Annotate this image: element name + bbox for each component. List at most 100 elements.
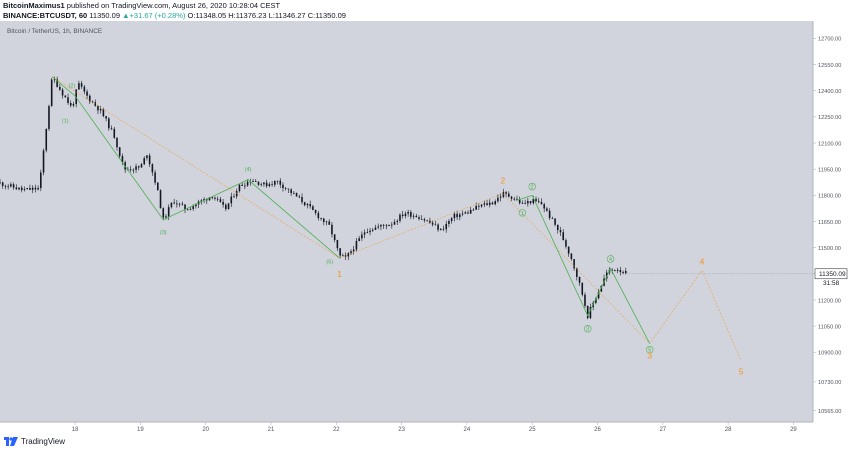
orange-wave-line — [52, 76, 742, 362]
candle-body — [298, 196, 301, 198]
price-tick-label: 10730.00 — [818, 380, 841, 386]
candle-body — [377, 226, 380, 228]
price-tick-label: 12550.00 — [818, 63, 841, 69]
time-tick-label: 25 — [529, 427, 536, 433]
candle-body — [355, 240, 358, 250]
candle-body — [309, 204, 311, 207]
candle-body — [556, 224, 559, 231]
candle-body — [200, 200, 203, 202]
candle-body — [116, 137, 118, 148]
candle-body — [257, 181, 260, 185]
candle-body — [524, 202, 526, 204]
time-tick-label: 28 — [725, 427, 732, 433]
candle-body — [535, 198, 537, 202]
time-axis[interactable]: 18 19 20 21 22 23 24 25 26 27 28 29 — [72, 422, 798, 433]
candle-body — [4, 185, 7, 187]
candle-body — [589, 307, 592, 319]
candle-body — [75, 89, 77, 105]
green-wave-circle — [606, 255, 615, 263]
tradingview-brand: TradingView — [21, 437, 66, 446]
candles-group — [0, 76, 813, 320]
candle-body — [290, 189, 292, 194]
green-wave-circle — [646, 345, 654, 354]
candle-body — [167, 207, 170, 217]
candle-body — [339, 248, 341, 256]
candle-body — [464, 212, 467, 214]
candle-body — [129, 169, 132, 171]
candle-body — [540, 202, 543, 205]
candle-body — [508, 193, 510, 197]
candle-body — [404, 213, 407, 217]
candle-body — [350, 251, 352, 254]
candle-body — [475, 205, 477, 210]
low-label: L: — [268, 11, 275, 20]
candle-body — [331, 224, 333, 235]
candle-body — [521, 202, 524, 204]
author-name[interactable]: BitcoinMaximus1 — [3, 1, 65, 10]
candle-body — [176, 203, 178, 205]
tradingview-logo[interactable]: TradingView — [4, 437, 65, 446]
price-tick-label: 11950.00 — [818, 167, 841, 173]
candle-body — [99, 109, 102, 111]
candle-body — [600, 285, 603, 292]
publish-info: BitcoinMaximus1 published on TradingView… — [3, 1, 280, 11]
candle-body — [48, 106, 50, 130]
candle-body — [10, 184, 12, 187]
candle-body — [287, 188, 290, 190]
candle-body — [581, 282, 584, 295]
green-wave-label: (2) — [68, 84, 75, 90]
candle-body — [399, 214, 401, 221]
candle-body — [88, 95, 91, 102]
candle-body — [279, 180, 282, 185]
time-tick-label: 19 — [137, 427, 144, 433]
candle-body — [382, 224, 385, 226]
candle-body — [69, 102, 72, 106]
candle-body — [86, 91, 88, 96]
time-tick-label: 20 — [202, 427, 209, 433]
candle-body — [31, 187, 34, 190]
candle-body — [336, 240, 339, 249]
candle-body — [108, 118, 110, 129]
green-wave-line — [51, 76, 340, 259]
candle-body — [518, 199, 521, 204]
candle-body — [611, 269, 613, 271]
candle-body — [230, 196, 233, 204]
candle-body — [56, 79, 58, 87]
candle-body — [50, 79, 53, 107]
plot-area[interactable] — [0, 21, 813, 422]
price-tick-label: 12700.00 — [818, 37, 841, 43]
candle-body — [151, 164, 154, 173]
candle-body — [546, 208, 548, 211]
candle-body — [497, 197, 499, 202]
price-tick-label: 12250.00 — [818, 115, 841, 121]
last-price-label: 11350.09 — [819, 271, 846, 278]
candle-body — [72, 104, 75, 106]
candle-body — [548, 210, 551, 218]
price-tick-label: 11200.00 — [818, 298, 841, 304]
green-wave-label: (5) — [326, 260, 333, 266]
price-axis[interactable]: 12700.00 12550.00 12400.00 12250.00 12100.00… — [813, 37, 841, 415]
wave-labels-group: (2) (1) (3) (4) (5) 1 2 3 4 5 1 2 3 4 5 — [62, 84, 744, 377]
candle-body — [543, 204, 545, 209]
candle-body — [192, 206, 194, 209]
green-wave-label: 5 — [648, 348, 651, 354]
candle-body — [241, 184, 243, 186]
candle-body — [225, 204, 227, 210]
green-wave-line — [515, 194, 651, 344]
candle-body — [211, 197, 214, 199]
candle-body — [159, 190, 162, 209]
high-value: 11376.23 — [235, 11, 267, 20]
candle-body — [132, 169, 135, 171]
candle-body — [445, 223, 448, 230]
wave-lines-group — [51, 76, 742, 362]
candle-body — [461, 213, 464, 215]
candle-body — [388, 224, 390, 227]
high-label: H: — [228, 11, 236, 20]
candle-body — [157, 182, 159, 191]
candle-body — [214, 197, 216, 199]
price-tick-label: 11500.00 — [818, 246, 841, 252]
candle-body — [67, 97, 69, 103]
candle-body — [385, 225, 388, 227]
candle-body — [205, 199, 208, 201]
